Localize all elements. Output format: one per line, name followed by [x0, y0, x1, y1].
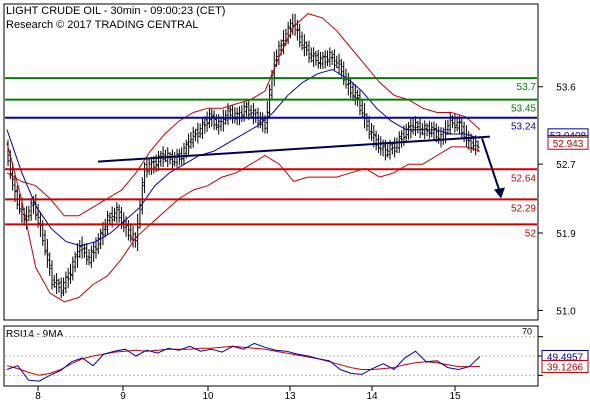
price-badge-label: 52.943	[553, 139, 584, 150]
chart-title: LIGHT CRUDE OIL - 30min - 09:00:23 (CET)	[6, 5, 225, 17]
level-label: 53.24	[511, 122, 536, 133]
date-tick-label: 10	[202, 391, 214, 400]
rsi-ma-badge-label: 39.1266	[547, 363, 584, 374]
level-label: 53.7	[517, 82, 537, 93]
moving-average-line	[6, 68, 481, 247]
rsi-ma-badge-box	[541, 360, 589, 374]
price-tick-label: 53.6	[556, 83, 576, 94]
trend-group	[97, 135, 505, 199]
badges-group: 53.040852.9652.943	[547, 128, 589, 150]
chart-subtitle: Research © 2017 TRADING CENTRAL	[6, 19, 199, 31]
date-axis: 8 9 10 13 14 15	[35, 386, 461, 402]
rsi-value-badge-label: 49.4957	[547, 352, 584, 363]
date-tick-label: 14	[366, 391, 378, 400]
level-label: 52.29	[511, 203, 536, 214]
level-label: 52	[525, 228, 537, 239]
price-tick-label: 51.9	[556, 229, 576, 240]
support-trendline	[97, 135, 491, 163]
date-tick-label: 15	[449, 391, 461, 400]
price-tick-label: 52.7	[556, 160, 576, 171]
rsi-tick-label: 70	[522, 327, 532, 337]
rsi-line	[6, 342, 481, 382]
date-tick-label: 9	[120, 391, 126, 400]
projection-arrow-head	[494, 187, 505, 199]
date-tick-label: 8	[35, 391, 41, 400]
level-label: 53.45	[511, 104, 536, 115]
rsi-panel-label: RSI14 - 9MA	[6, 329, 64, 340]
price-axis: 51.0 51.9 52.7 53.6	[538, 83, 576, 317]
bollinger-upper-line	[6, 13, 481, 217]
projection-arrow-shaft	[481, 138, 501, 193]
level-label: 52.64	[511, 173, 536, 184]
rsi-ma-line	[6, 345, 481, 376]
price-tick-label: 51.0	[556, 306, 576, 317]
price-badge-box	[547, 136, 589, 150]
levels-group: 53.7 53.45 53.24 52.64 52.29 52	[5, 77, 537, 239]
date-tick-label: 13	[284, 391, 296, 400]
